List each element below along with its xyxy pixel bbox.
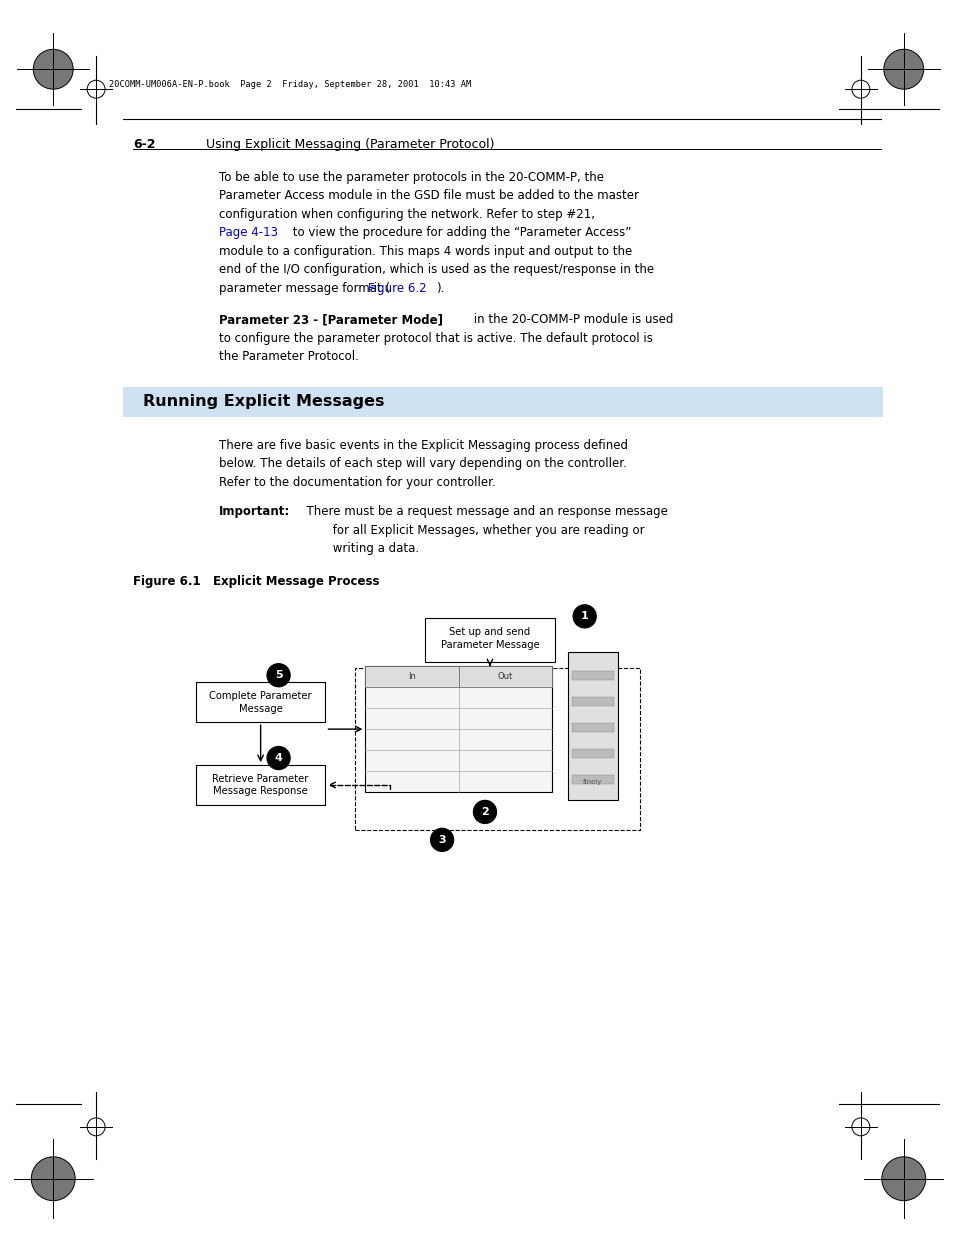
Text: Page 4-13: Page 4-13	[218, 226, 277, 240]
Text: Important:: Important:	[218, 505, 290, 519]
Text: Parameter 23 - [Parameter Mode]: Parameter 23 - [Parameter Mode]	[218, 314, 442, 326]
Text: ).: ).	[436, 282, 444, 295]
Text: Figure 6.1   Explicit Message Process: Figure 6.1 Explicit Message Process	[132, 576, 379, 588]
Text: 5: 5	[274, 671, 282, 680]
Text: 4: 4	[274, 753, 282, 763]
Text: finely: finely	[582, 779, 601, 785]
Text: end of the I/O configuration, which is used as the request/response in the: end of the I/O configuration, which is u…	[218, 263, 653, 277]
Text: In: In	[408, 672, 416, 682]
Text: Set up and send
Parameter Message: Set up and send Parameter Message	[440, 627, 538, 650]
Circle shape	[87, 80, 105, 98]
Circle shape	[851, 1118, 869, 1136]
Text: Refer to the documentation for your controller.: Refer to the documentation for your cont…	[218, 475, 495, 489]
Bar	[425, 619, 555, 662]
Text: Retrieve Parameter
Message Response: Retrieve Parameter Message Response	[213, 773, 309, 797]
Text: 6-2: 6-2	[132, 138, 155, 151]
Circle shape	[33, 49, 73, 89]
Text: in the 20-COMM-P module is used: in the 20-COMM-P module is used	[470, 314, 673, 326]
Bar	[365, 666, 551, 792]
Text: below. The details of each step will vary depending on the controller.: below. The details of each step will var…	[218, 457, 626, 471]
Text: To be able to use the parameter protocols in the 20-COMM-P, the: To be able to use the parameter protocol…	[218, 170, 603, 184]
Text: for all Explicit Messages, whether you are reading or: for all Explicit Messages, whether you a…	[298, 524, 643, 537]
Bar	[571, 776, 613, 784]
Circle shape	[31, 1157, 75, 1200]
Text: 1: 1	[580, 611, 588, 621]
Text: 2: 2	[480, 806, 488, 816]
Circle shape	[573, 605, 596, 627]
Text: to view the procedure for adding the “Parameter Access”: to view the procedure for adding the “Pa…	[288, 226, 630, 240]
Bar	[195, 764, 325, 805]
Text: There must be a request message and an response message: There must be a request message and an r…	[298, 505, 667, 519]
Text: 20COMM-UM006A-EN-P.book  Page 2  Friday, September 28, 2001  10:43 AM: 20COMM-UM006A-EN-P.book Page 2 Friday, S…	[109, 80, 471, 89]
Text: There are five basic events in the Explicit Messaging process defined: There are five basic events in the Expli…	[218, 438, 627, 452]
Text: to configure the parameter protocol that is active. The default protocol is: to configure the parameter protocol that…	[218, 331, 652, 345]
Text: configuration when configuring the network. Refer to step #21,: configuration when configuring the netwo…	[218, 207, 594, 221]
Text: Running Explicit Messages: Running Explicit Messages	[143, 394, 384, 410]
Bar	[123, 387, 882, 417]
Text: the Parameter Protocol.: the Parameter Protocol.	[218, 350, 358, 363]
Circle shape	[882, 49, 923, 89]
Bar	[571, 672, 613, 680]
Circle shape	[87, 1118, 105, 1136]
Circle shape	[267, 663, 290, 687]
Text: writing a data.: writing a data.	[298, 542, 418, 556]
Circle shape	[267, 747, 290, 769]
Text: Out: Out	[497, 672, 513, 682]
Bar	[458, 666, 551, 687]
Circle shape	[473, 800, 496, 824]
Bar	[571, 750, 613, 758]
Bar	[571, 698, 613, 706]
Circle shape	[851, 80, 869, 98]
Circle shape	[881, 1157, 924, 1200]
Text: module to a configuration. This maps 4 words input and output to the: module to a configuration. This maps 4 w…	[218, 245, 631, 258]
Bar	[355, 668, 639, 830]
Text: Complete Parameter
Message: Complete Parameter Message	[209, 690, 312, 714]
Bar	[195, 682, 325, 722]
Bar	[567, 652, 617, 800]
Text: Figure 6.2: Figure 6.2	[368, 282, 427, 295]
Bar	[571, 724, 613, 732]
Circle shape	[430, 829, 453, 851]
Text: 3: 3	[437, 835, 445, 845]
Text: Using Explicit Messaging (Parameter Protocol): Using Explicit Messaging (Parameter Prot…	[206, 138, 494, 151]
Bar	[365, 666, 458, 687]
Text: Parameter Access module in the GSD file must be added to the master: Parameter Access module in the GSD file …	[218, 189, 639, 203]
Text: parameter message format (: parameter message format (	[218, 282, 390, 295]
